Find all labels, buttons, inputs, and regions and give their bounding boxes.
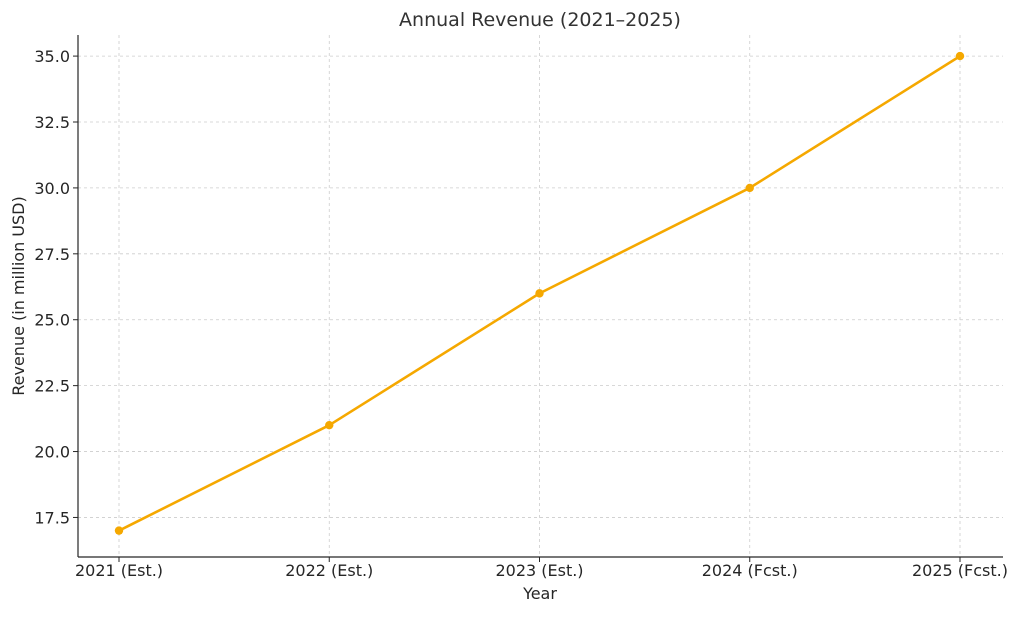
y-axis-title: Revenue (in million USD) (9, 196, 28, 396)
series-layer (114, 51, 965, 535)
ticks-layer: 17.5 20.0 22.5 25.0 27.5 30.0 32.5 35.0 2021 (Es… (34, 47, 1008, 580)
grid-layer (78, 35, 1003, 557)
data-point-2021[interactable] (114, 526, 124, 535)
y-tick-label: 20.0 (34, 443, 70, 462)
y-tick-label: 35.0 (34, 47, 70, 66)
data-point-2022[interactable] (325, 420, 334, 430)
data-point-2025[interactable] (955, 51, 965, 61)
x-tick-label: 2023 (Est.) (495, 561, 583, 580)
y-tick-label: 30.0 (34, 179, 70, 198)
y-tick-label: 17.5 (34, 508, 70, 527)
chart-title: Annual Revenue (2021–2025) (399, 9, 681, 31)
y-tick-label: 25.0 (34, 311, 70, 330)
y-tick-label: 32.5 (34, 113, 70, 132)
y-tick-label: 22.5 (34, 377, 70, 396)
x-tick-label: 2022 (Est.) (285, 561, 373, 580)
data-point-2023[interactable] (535, 289, 544, 298)
x-tick-label: 2025 (Fcst.) (912, 561, 1008, 580)
y-tick-label: 27.5 (34, 245, 70, 264)
x-axis-title: Year (522, 584, 557, 603)
data-point-2024[interactable] (745, 183, 754, 193)
x-tick-label: 2024 (Fcst.) (702, 561, 798, 580)
x-tick-label: 2021 (Est.) (75, 561, 163, 580)
